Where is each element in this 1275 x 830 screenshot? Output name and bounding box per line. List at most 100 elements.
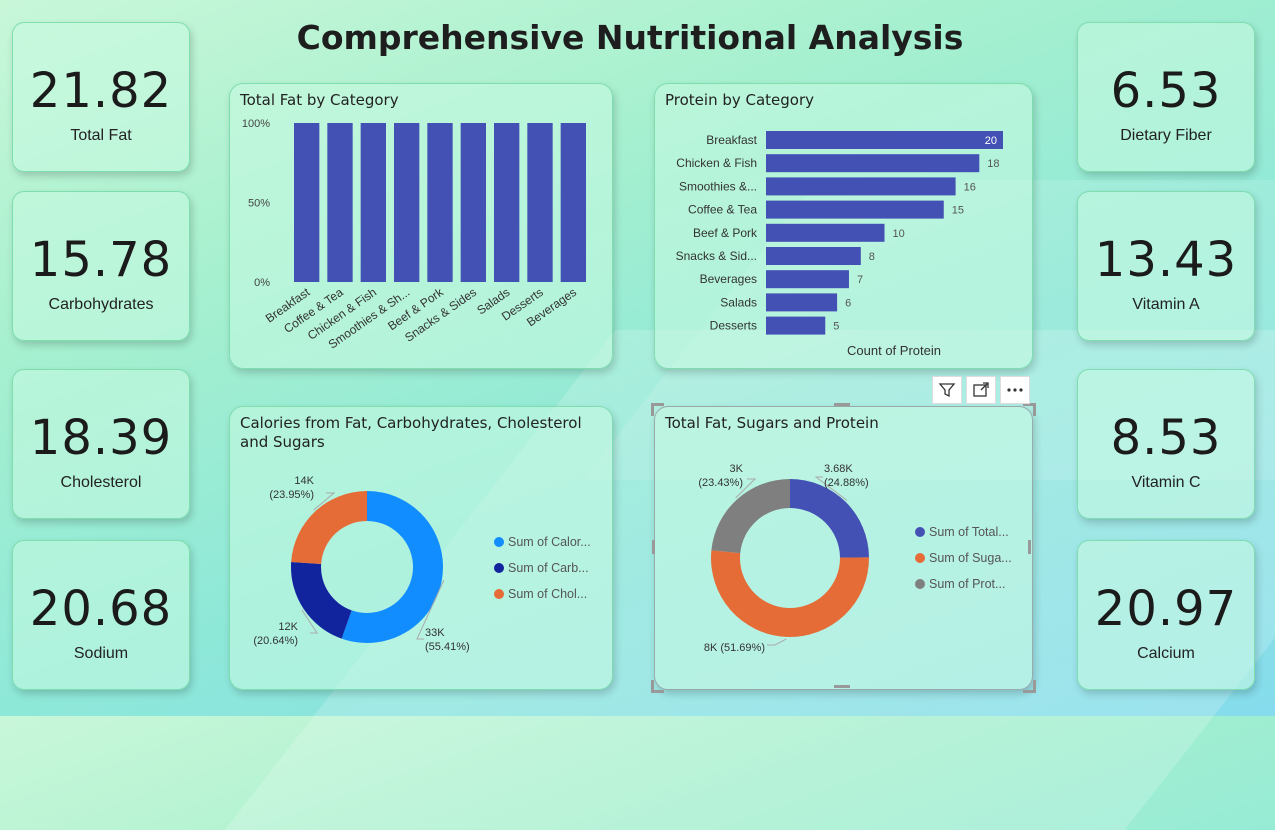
- data-label: (55.41%): [425, 641, 470, 653]
- data-label: (23.95%): [269, 489, 314, 501]
- legend-label: Sum of Suga...: [929, 551, 1012, 565]
- data-label: 5: [833, 321, 839, 333]
- bar: [766, 177, 956, 196]
- y-tick-label: Breakfast: [706, 133, 757, 147]
- kpi-card-total-fat[interactable]: 21.82 Total Fat: [12, 22, 190, 172]
- y-tick-label: Coffee & Tea: [688, 203, 757, 217]
- chart-fat-sugars-protein-donut[interactable]: Total Fat, Sugars and Protein 3.68K (24.8…: [654, 406, 1033, 690]
- bar: [766, 223, 885, 242]
- bar: [766, 247, 861, 265]
- page-title: Comprehensive Nutritional Analysis: [296, 18, 964, 57]
- resize-handle[interactable]: [834, 403, 850, 406]
- chart-title: Total Fat, Sugars and Protein: [665, 414, 879, 432]
- y-tick-label: Beverages: [700, 272, 757, 286]
- y-tick-label: Desserts: [710, 319, 757, 333]
- bar: [766, 293, 838, 312]
- data-label: 20: [985, 135, 997, 147]
- y-tick-label: Salads: [720, 295, 757, 309]
- leader-line: [735, 478, 757, 499]
- visual-header-toolbar: [932, 376, 1030, 404]
- kpi-value: 21.82: [29, 63, 173, 119]
- kpi-label: Cholesterol: [60, 474, 142, 491]
- kpi-card-vitamin-c[interactable]: 8.53 Vitamin C: [1077, 369, 1255, 519]
- filter-icon[interactable]: [932, 376, 962, 404]
- kpi-label: Dietary Fiber: [1120, 127, 1212, 144]
- kpi-label: Total Fat: [70, 127, 132, 144]
- data-label: 7: [857, 274, 863, 286]
- y-tick-label: Smoothies &...: [679, 179, 757, 193]
- legend-label: Sum of Total...: [929, 525, 1009, 539]
- kpi-card-sodium[interactable]: 20.68 Sodium: [12, 540, 190, 690]
- chart-title: Total Fat by Category: [240, 91, 399, 109]
- legend-marker: [494, 563, 504, 573]
- kpi-card-dietary-fiber[interactable]: 6.53 Dietary Fiber: [1077, 22, 1255, 172]
- chart-calories-donut[interactable]: Calories from Fat, Carbohydrates, Choles…: [229, 406, 613, 690]
- legend-label: Sum of Calor...: [508, 535, 591, 549]
- leader-line: [814, 476, 848, 501]
- kpi-value: 20.97: [1094, 581, 1238, 637]
- resize-handle[interactable]: [1023, 403, 1036, 416]
- kpi-card-calcium[interactable]: 20.97 Calcium: [1077, 540, 1255, 690]
- more-options-icon[interactable]: [1000, 376, 1030, 404]
- kpi-card-carbohydrates[interactable]: 15.78 Carbohydrates: [12, 191, 190, 341]
- donut-slice: [291, 561, 352, 639]
- data-label: (23.43%): [698, 477, 743, 489]
- kpi-card-vitamin-a[interactable]: 13.43 Vitamin A: [1077, 191, 1255, 341]
- chart-title: Calories from Fat, Carbohydrates, Choles…: [240, 414, 582, 451]
- horizontal-bar-chart: Breakfast 20 Chicken & Fish 18 Smoothies &..…: [676, 131, 1003, 358]
- donut-slice: [341, 491, 443, 643]
- y-tick-label: 100%: [242, 118, 270, 130]
- focus-mode-icon[interactable]: [966, 376, 996, 404]
- data-label: (20.64%): [253, 635, 298, 647]
- data-label: 10: [893, 228, 905, 240]
- bar: [766, 154, 980, 173]
- data-label: 15: [952, 205, 964, 217]
- leader-line: [301, 609, 318, 634]
- data-label: 33K: [425, 627, 445, 639]
- resize-handle[interactable]: [651, 403, 664, 416]
- legend-marker: [915, 579, 925, 589]
- bar: [427, 123, 453, 282]
- kpi-value: 18.39: [29, 410, 173, 466]
- legend-marker: [915, 527, 925, 537]
- data-label: 3K: [730, 463, 744, 475]
- y-tick-label: Beef & Pork: [693, 226, 758, 240]
- chart-total-fat-by-category[interactable]: Total Fat by Category 0% 50% 100% Breakfast…: [229, 83, 613, 369]
- kpi-value: 15.78: [29, 232, 173, 288]
- kpi-label: Sodium: [73, 645, 129, 662]
- data-label: 12K: [278, 621, 298, 633]
- leader-line: [313, 492, 336, 511]
- data-label: 8K (51.69%): [704, 642, 765, 654]
- data-label: 6: [845, 297, 851, 309]
- y-tick-label: 50%: [248, 198, 270, 210]
- kpi-label: Calcium: [1137, 645, 1195, 662]
- bar: [527, 123, 553, 282]
- legend-label: Sum of Prot...: [929, 577, 1005, 591]
- bar: [766, 270, 849, 289]
- donut-slice: [790, 479, 869, 558]
- kpi-value: 6.53: [1110, 63, 1222, 119]
- donut-slice: [291, 491, 367, 564]
- kpi-value: 8.53: [1110, 410, 1222, 466]
- data-label: 14K: [294, 475, 314, 487]
- bar: [394, 123, 420, 282]
- resize-handle[interactable]: [652, 540, 655, 554]
- resize-handle[interactable]: [834, 685, 850, 688]
- y-tick-label: 0%: [254, 277, 270, 289]
- legend-marker: [494, 537, 504, 547]
- bar: [766, 131, 1003, 149]
- donut-chart: 33K (55.41%) 12K (20.64%) 14K (23.95%) Sum of …: [253, 475, 591, 653]
- data-label: 16: [964, 181, 976, 193]
- kpi-value: 20.68: [29, 581, 173, 637]
- bar: [294, 123, 320, 282]
- resize-handle[interactable]: [1023, 680, 1036, 693]
- bar: [766, 316, 826, 335]
- chart-protein-by-category[interactable]: Protein by Category Breakfast 20 Chicken &…: [654, 83, 1033, 369]
- kpi-card-cholesterol[interactable]: 18.39 Cholesterol: [12, 369, 190, 519]
- leader-line: [767, 638, 787, 646]
- data-label: 3.68K: [824, 463, 853, 475]
- data-label: 18: [987, 158, 999, 170]
- kpi-label: Carbohydrates: [48, 296, 154, 313]
- resize-handle[interactable]: [1028, 540, 1031, 554]
- resize-handle[interactable]: [651, 680, 664, 693]
